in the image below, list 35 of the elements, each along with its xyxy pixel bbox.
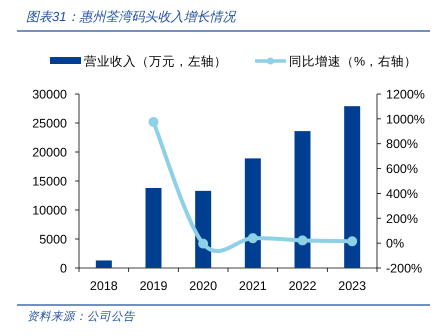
y-tick-label: 5000 <box>39 232 68 246</box>
point <box>198 238 208 249</box>
x-tick-label: 2018 <box>90 279 118 293</box>
legend-label: 营业收入（万元，左轴） <box>84 54 227 68</box>
x-tick-label: 2021 <box>238 279 267 293</box>
x-tick-label: 2019 <box>140 279 168 293</box>
point <box>298 235 308 246</box>
y2-tick-label: 800% <box>386 137 418 152</box>
bar <box>146 188 162 268</box>
bar <box>344 106 360 268</box>
y2-tick-label: 0% <box>386 236 404 251</box>
x-tick-label: 2022 <box>288 279 316 293</box>
y-tick-label: 15000 <box>32 174 68 188</box>
y-tick-label: 30000 <box>32 88 68 102</box>
y2-tick-label: 1000% <box>386 112 425 126</box>
x-tick-label: 2023 <box>338 279 366 293</box>
bar <box>96 260 112 268</box>
y-tick-label: 20000 <box>32 146 68 160</box>
chart-title: 图表31：惠州荃湾码头收入增长情况 <box>26 9 236 24</box>
y2-tick-label: 600% <box>386 162 418 176</box>
point <box>347 236 358 246</box>
y-tick-label: 10000 <box>32 204 68 218</box>
text: 资料来源：公司公告 <box>27 310 136 323</box>
y2-tick-label: -200% <box>386 262 422 276</box>
x-tick-label: 2020 <box>189 279 218 293</box>
bar <box>244 158 261 268</box>
y2-tick-label: 200% <box>386 212 418 226</box>
point <box>148 116 158 127</box>
y2-tick-label: 400% <box>386 186 418 201</box>
y-tick-label: 25000 <box>32 116 68 130</box>
y-tick-label: 0 <box>60 262 68 276</box>
bar <box>294 131 310 268</box>
legend-label: 同比增速（%，右轴） <box>289 54 418 68</box>
y2-tick-label: 1200% <box>386 88 425 102</box>
point <box>248 233 258 244</box>
